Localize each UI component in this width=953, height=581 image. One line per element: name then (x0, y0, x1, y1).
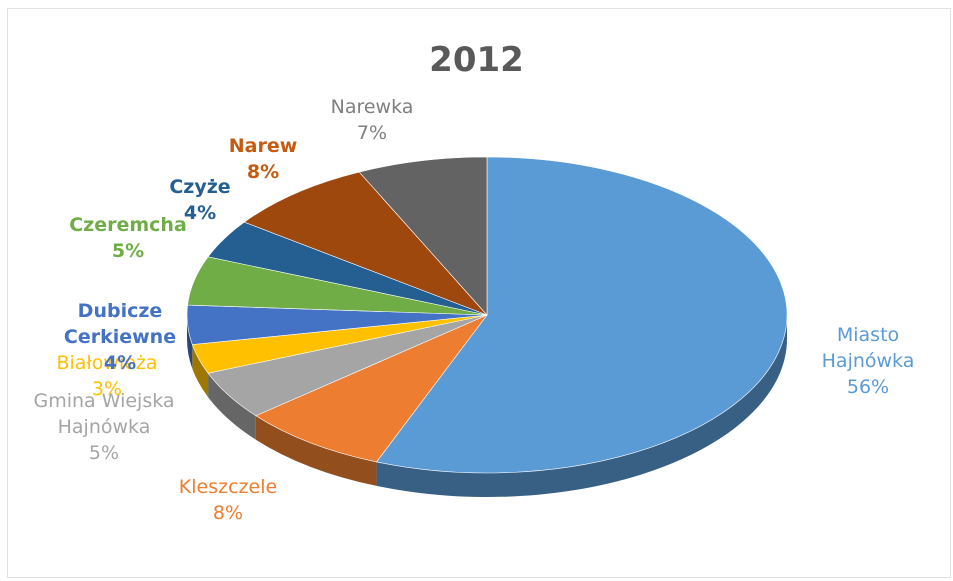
slice-percent: 5% (111, 240, 145, 262)
slice-name: Białowieża (56, 352, 158, 374)
label-narew: Narew 8% (229, 133, 298, 185)
label-dubicze-cerkiewne: Dubicze Cerkiewne 4% (64, 298, 176, 376)
pie-side-walls (187, 315, 787, 498)
label-kleszczele: Kleszczele 8% (179, 474, 277, 526)
pie-side-biaowieza (192, 344, 209, 398)
slice-name: Gmina Wiejska (33, 390, 175, 412)
label-gmina-wiejska-hajnowka: Gmina Wiejska Hajnówka 5% (33, 388, 174, 466)
slice-name: Czyże (169, 176, 231, 198)
pie-slices (186, 156, 788, 474)
slice-name: Miasto (836, 324, 900, 346)
label-czeremcha: Czeremcha 5% (69, 212, 187, 264)
slice-name: Narewka (330, 96, 414, 118)
label-biaowieza: Białowieża 3% (56, 350, 157, 402)
slice-name: Hajnówka (57, 416, 151, 438)
pie-side-gmina-wiejska-hajnowka (208, 373, 256, 440)
label-narewka: Narewka 7% (331, 94, 414, 146)
slice-name: Kleszczele (178, 476, 278, 498)
label-miasto-hajnowka: Miasto Hajnówka 56% (822, 322, 915, 400)
pie-side-miasto-hajnowka (376, 315, 787, 498)
pie-side-kleszczele (255, 415, 377, 486)
slice-percent: 4% (103, 352, 137, 374)
slice-percent: 8% (246, 161, 280, 183)
pie-slice-narewka (358, 156, 488, 316)
slice-percent: 56% (846, 376, 890, 398)
chart-title: 2012 (429, 40, 524, 80)
slice-name: Narew (228, 135, 298, 157)
slice-name: Hajnówka (821, 350, 915, 372)
label-czyze: Czyże 4% (169, 174, 230, 226)
slice-percent: 5% (88, 442, 120, 464)
slice-percent: 8% (212, 502, 244, 524)
pie-slice-miasto-hajnowka (376, 156, 788, 474)
slice-name: Cerkiewne (63, 326, 177, 348)
slice-percent: 3% (91, 378, 123, 400)
pie-slice-kleszczele (255, 314, 488, 463)
slice-name: Czeremcha (69, 214, 187, 236)
slice-percent: 4% (183, 202, 217, 224)
slice-name: Dubicze (77, 300, 163, 322)
pie-side-dubicze-cerkiewne (187, 315, 193, 369)
pie-slice-narew (243, 171, 488, 316)
slice-percent: 7% (356, 122, 388, 144)
